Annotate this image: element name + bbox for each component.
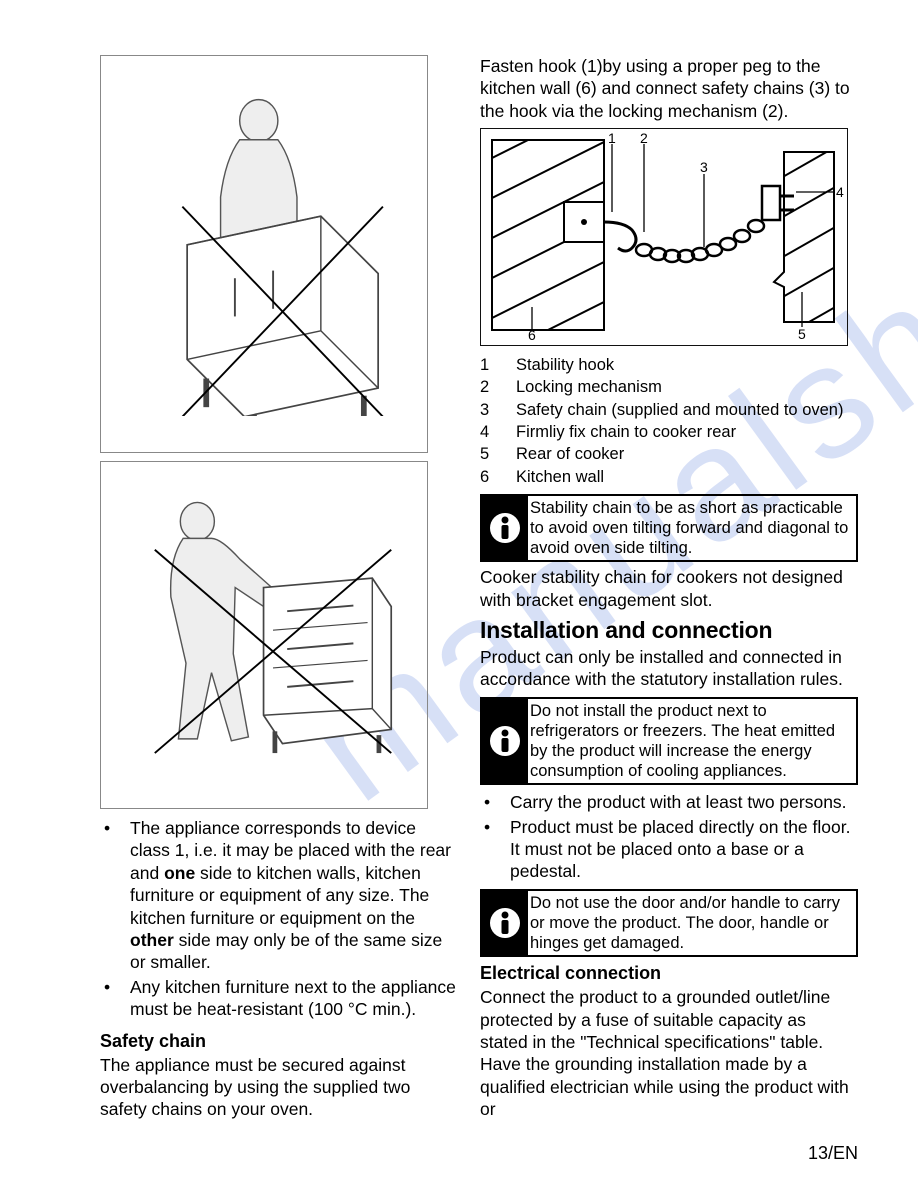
safety-chain-para: The appliance must be secured against ov… bbox=[100, 1054, 456, 1121]
bullet-text: Carry the product with at least two pers… bbox=[510, 791, 847, 813]
legend-table: 1Stability hook 2Locking mechanism 3Safe… bbox=[480, 354, 858, 488]
info-icon bbox=[482, 496, 528, 560]
installation-para: Product can only be installed and connec… bbox=[480, 646, 858, 691]
svg-text:5: 5 bbox=[798, 326, 806, 342]
info-box-stability: Stability chain to be as short as practi… bbox=[480, 494, 858, 562]
left-bullets: •The appliance corresponds to device cla… bbox=[100, 817, 456, 1021]
info-icon bbox=[482, 699, 528, 784]
bullet-text: The appliance corresponds to device clas… bbox=[130, 817, 456, 974]
figure-carry-incorrect bbox=[100, 55, 428, 453]
legend-row: 6Kitchen wall bbox=[480, 466, 858, 488]
svg-text:6: 6 bbox=[528, 327, 536, 342]
legend-row: 2Locking mechanism bbox=[480, 376, 858, 398]
info-icon bbox=[482, 891, 528, 955]
left-column: •The appliance corresponds to device cla… bbox=[100, 55, 456, 1121]
chain-diagram-svg: 1 2 3 4 5 6 bbox=[484, 132, 844, 342]
installation-heading: Installation and connection bbox=[480, 617, 858, 644]
info-text: Do not use the door and/or handle to car… bbox=[528, 891, 856, 955]
figure-svg-1 bbox=[125, 92, 402, 417]
info-text: Do not install the product next to refri… bbox=[528, 699, 856, 784]
svg-text:2: 2 bbox=[640, 132, 648, 146]
svg-text:1: 1 bbox=[608, 132, 616, 146]
legend-row: 4Firmliy fix chain to cooker rear bbox=[480, 421, 858, 443]
info-box-fridge: Do not install the product next to refri… bbox=[480, 697, 858, 786]
chain-diagram: 1 2 3 4 5 6 bbox=[480, 128, 848, 346]
fasten-intro: Fasten hook (1)by using a proper peg to … bbox=[480, 55, 858, 122]
legend-row: 1Stability hook bbox=[480, 354, 858, 376]
svg-text:4: 4 bbox=[836, 184, 844, 200]
svg-text:3: 3 bbox=[700, 159, 708, 175]
legend-row: 3Safety chain (supplied and mounted to o… bbox=[480, 399, 858, 421]
info-box-door: Do not use the door and/or handle to car… bbox=[480, 889, 858, 957]
bullet-text: Any kitchen furniture next to the applia… bbox=[130, 976, 456, 1021]
right-bullets: •Carry the product with at least two per… bbox=[480, 791, 858, 883]
after-info1-para: Cooker stability chain for cookers not d… bbox=[480, 566, 858, 611]
safety-chain-heading: Safety chain bbox=[100, 1031, 456, 1052]
info-text: Stability chain to be as short as practi… bbox=[528, 496, 856, 560]
list-item: •Product must be placed directly on the … bbox=[480, 816, 858, 883]
list-item: •The appliance corresponds to device cla… bbox=[100, 817, 456, 974]
list-item: •Carry the product with at least two per… bbox=[480, 791, 858, 813]
bullet-text: Product must be placed directly on the f… bbox=[510, 816, 858, 883]
electrical-heading: Electrical connection bbox=[480, 963, 858, 984]
legend-row: 5Rear of cooker bbox=[480, 443, 858, 465]
figure-push-incorrect bbox=[100, 461, 428, 809]
figure-svg-2 bbox=[125, 493, 402, 777]
list-item: •Any kitchen furniture next to the appli… bbox=[100, 976, 456, 1021]
right-column: Fasten hook (1)by using a proper peg to … bbox=[480, 55, 858, 1121]
electrical-para: Connect the product to a grounded outlet… bbox=[480, 986, 858, 1120]
